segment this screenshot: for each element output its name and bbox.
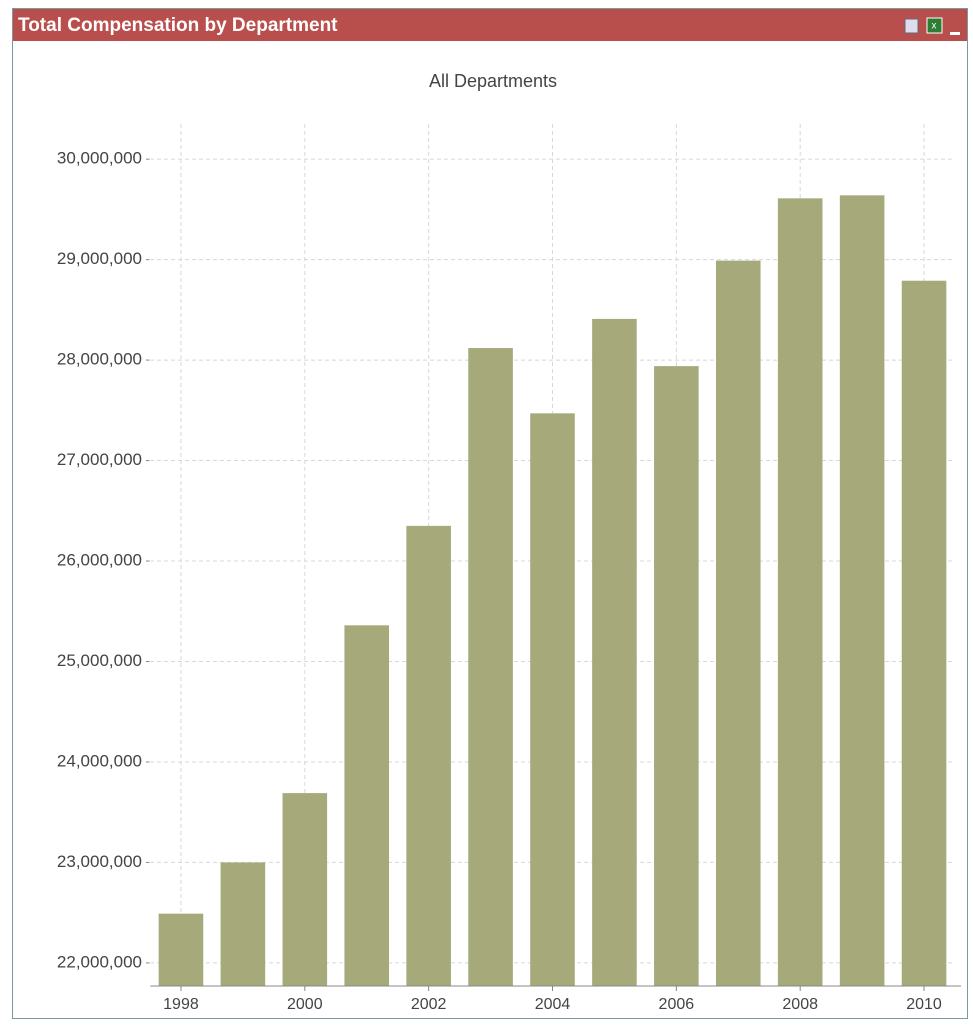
y-tick-label: 30,000,000 (57, 149, 142, 168)
x-tick-label: 1998 (163, 996, 199, 1013)
y-tick-label: 26,000,000 (57, 551, 142, 570)
x-tick-label: 2002 (411, 996, 447, 1013)
bar (777, 198, 823, 987)
bar (220, 862, 266, 986)
x-tick-label: 2008 (782, 996, 818, 1013)
bar (406, 525, 451, 986)
bar (282, 793, 328, 986)
bar (530, 413, 575, 986)
y-tick-label: 29,000,000 (57, 249, 142, 268)
x-tick-label: 2004 (535, 996, 571, 1013)
y-tick-label: 28,000,000 (57, 350, 142, 369)
x-tick-label: 2006 (659, 996, 695, 1013)
y-tick-label: 27,000,000 (57, 450, 142, 469)
bar (344, 625, 390, 986)
bar (901, 280, 947, 986)
y-tick-label: 22,000,000 (57, 952, 142, 971)
minimize-icon[interactable] (950, 32, 960, 35)
print-icon[interactable] (904, 18, 919, 34)
y-tick-label: 23,000,000 (57, 852, 142, 871)
chart-title: All Departments (429, 71, 557, 91)
bar (654, 366, 699, 986)
bar (592, 318, 637, 986)
bar (468, 348, 513, 986)
bar (158, 913, 204, 986)
bar (715, 260, 761, 986)
y-tick-label: 24,000,000 (57, 751, 142, 770)
svg-text:x: x (932, 21, 937, 32)
excel-icon[interactable]: x (926, 17, 943, 34)
y-tick-label: 25,000,000 (57, 651, 142, 670)
x-tick-label: 2000 (287, 996, 323, 1013)
panel-header (13, 9, 967, 41)
panel-title: Total Compensation by Department (18, 15, 338, 36)
bar (839, 195, 885, 987)
x-tick-label: 2010 (906, 996, 942, 1013)
